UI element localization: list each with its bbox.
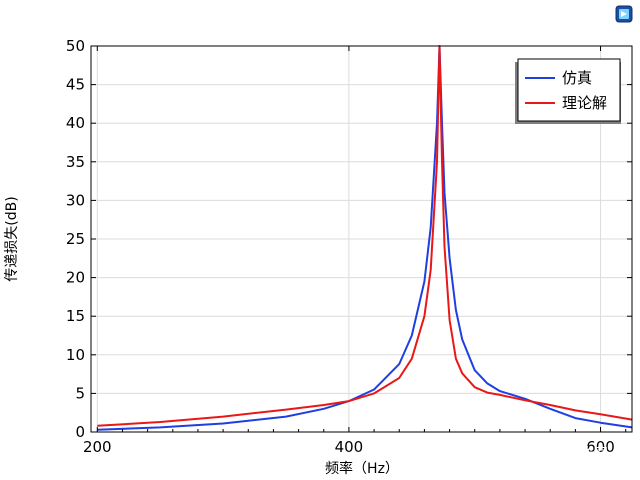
y-tick-label: 25 [66,230,85,248]
x-tick-label: 200 [83,438,112,456]
y-tick-label: 0 [75,423,85,441]
wechat-icon [486,441,511,463]
y-tick-label: 20 [66,269,85,287]
legend: 仿真 理论解 [515,58,621,124]
legend-label-theory: 理论解 [562,94,607,112]
ticks: 0 5 10 15 20 25 30 35 40 45 50 200 400 600 [66,37,632,456]
y-tick-label: 35 [66,153,85,171]
x-axis-title: 频率（Hz） [325,460,399,477]
watermark: SCI仿真工作室 [486,441,608,463]
x-tick-label: 400 [335,438,364,456]
y-tick-label: 10 [66,346,85,364]
x-tick-label: 600 [586,438,615,456]
y-tick-label: 50 [66,37,85,55]
legend-box [517,58,621,122]
y-tick-label: 15 [66,307,85,325]
y-tick-label: 40 [66,114,85,132]
series-lines [97,45,633,431]
corner-app-icon[interactable] [615,5,633,23]
series-line-theory [97,45,633,427]
watermark-text: SCI仿真工作室 [515,445,608,462]
y-tick-label: 30 [66,191,85,209]
y-tick-label: 5 [75,384,85,402]
y-axis-title: 传递损失(dB) [4,196,20,281]
legend-label-sim: 仿真 [562,69,592,87]
y-tick-label: 45 [66,76,85,94]
